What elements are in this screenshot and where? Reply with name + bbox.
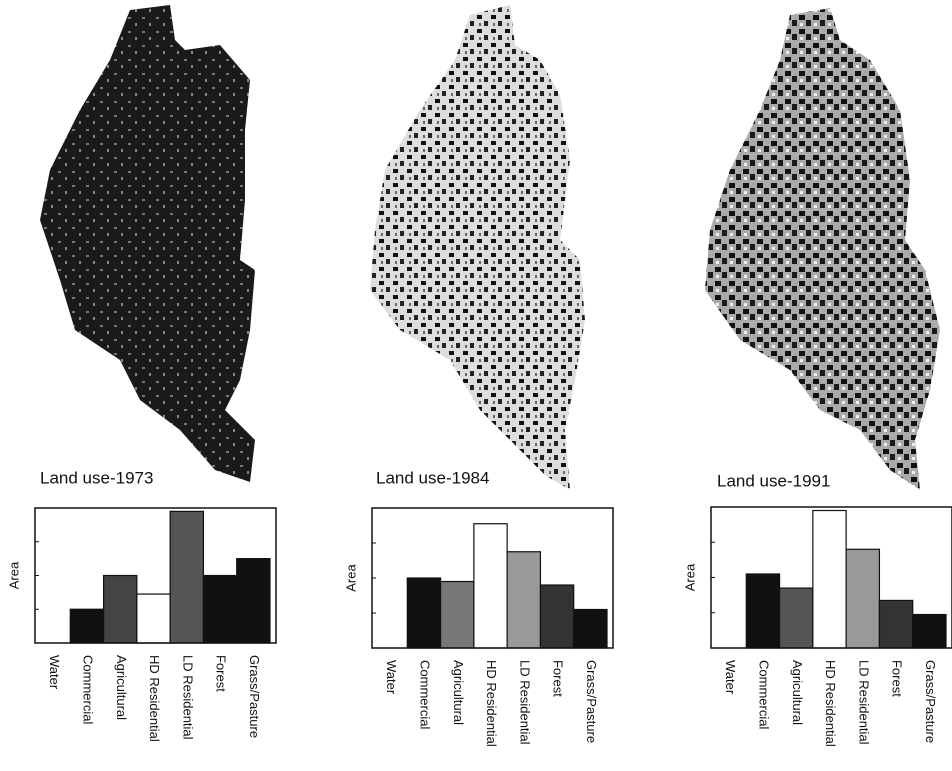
x-tick-label: HD Residential bbox=[147, 655, 162, 742]
x-tick-label: Agricultural bbox=[114, 655, 129, 720]
x-tick-label: Grass/Pasture bbox=[923, 660, 938, 743]
y-axis-label: Area bbox=[343, 564, 358, 592]
x-tick-label: Commercial bbox=[80, 655, 95, 724]
bar bbox=[473, 523, 508, 649]
bar bbox=[912, 613, 947, 649]
x-tick-label: HD Residential bbox=[484, 660, 499, 747]
bar bbox=[812, 509, 847, 649]
x-tick-label: Commercial bbox=[756, 660, 771, 729]
x-tick-label: LD Residential bbox=[856, 660, 871, 745]
x-tick-label: Agricultural bbox=[790, 660, 805, 725]
bar bbox=[136, 593, 171, 644]
y-axis-label: Area bbox=[6, 561, 21, 589]
bar bbox=[539, 584, 575, 649]
x-tick-label: Forest bbox=[890, 660, 905, 697]
x-tick-label: Agricultural bbox=[451, 660, 466, 725]
bar bbox=[573, 608, 608, 649]
map-caption: Land use-1973 bbox=[40, 468, 153, 487]
x-tick-label: Commercial bbox=[417, 660, 432, 729]
x-tick-label: Water bbox=[384, 660, 399, 695]
bar bbox=[778, 587, 814, 649]
map-1984 bbox=[370, 5, 585, 490]
map-1973 bbox=[40, 5, 255, 482]
bar bbox=[202, 574, 238, 644]
x-tick-label: Forest bbox=[214, 655, 229, 692]
bar bbox=[878, 599, 914, 649]
bar bbox=[745, 573, 781, 649]
bar bbox=[506, 551, 542, 649]
bar bbox=[102, 574, 138, 644]
x-tick-label: Grass/Pasture bbox=[584, 660, 599, 743]
bar bbox=[69, 608, 105, 644]
x-tick-label: Grass/Pasture bbox=[247, 655, 262, 738]
x-tick-label: LD Residential bbox=[180, 655, 195, 740]
bar bbox=[845, 548, 881, 649]
x-tick-label: Water bbox=[723, 660, 738, 695]
bar bbox=[406, 577, 442, 649]
y-axis-label: Area bbox=[682, 563, 697, 591]
map-caption: Land use-1991 bbox=[717, 471, 830, 490]
map-1991 bbox=[705, 8, 940, 490]
map-caption: Land use-1984 bbox=[376, 468, 489, 487]
x-tick-label: Forest bbox=[551, 660, 566, 697]
bar bbox=[236, 558, 271, 644]
bar bbox=[169, 510, 205, 644]
x-tick-label: LD Residential bbox=[517, 660, 532, 745]
bar bbox=[439, 580, 475, 649]
x-tick-label: Water bbox=[47, 655, 62, 690]
x-tick-label: HD Residential bbox=[823, 660, 838, 747]
